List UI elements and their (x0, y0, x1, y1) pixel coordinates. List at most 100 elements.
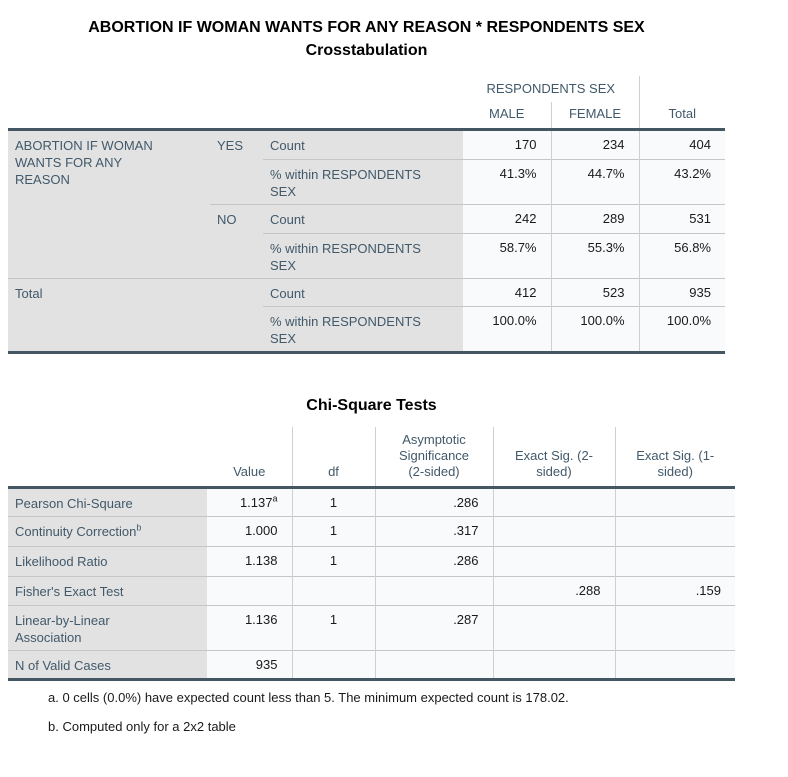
table-row: NO Count 242 289 531 (8, 203, 725, 278)
cell-n-valid-value: 935 (207, 650, 292, 681)
footnote-b: b. Computed only for a 2x2 table (48, 719, 236, 734)
cell-fisher-df (291, 576, 375, 606)
cell-linear-exact2 (492, 605, 615, 651)
cell-yes-pct-total: 43.2% (638, 158, 725, 204)
cell-continuity-df: 1 (291, 516, 375, 547)
stat-label-pct: % within RESPONDENTS SEX (263, 232, 463, 278)
chi-square-title: Chi-Square Tests (306, 396, 437, 414)
cell-total-count-female: 523 (550, 277, 639, 306)
footnote-marker-a: a (272, 493, 278, 504)
cell-continuity-asymp: .317 (374, 516, 493, 547)
row-total-label: Total (8, 277, 263, 354)
cell-total-count-total: 935 (638, 277, 725, 306)
table-row: ABORTION IF WOMAN WANTS FOR ANY REASON Y… (8, 127, 725, 278)
footnotes: a. 0 cells (0.0%) have expected count le… (48, 690, 788, 735)
cell-total-pct-male: 100.0% (463, 305, 551, 354)
table-row: Likelihood Ratio 1.138 1 .286 (8, 546, 735, 577)
test-label-pearson: Pearson Chi-Square (8, 486, 207, 517)
stat-label-pct: % within RESPONDENTS SEX (263, 158, 463, 204)
cell-no-count-female: 289 (550, 203, 639, 233)
cell-pearson-exact1 (614, 486, 735, 517)
cell-total-count-male: 412 (463, 277, 551, 306)
header-spacer (8, 427, 207, 488)
column-header-df: df (291, 426, 375, 488)
test-label-linear: Linear-by-Linear Association (8, 605, 207, 651)
footnote-a: a. 0 cells (0.0%) have expected count le… (48, 690, 569, 705)
cell-n-valid-exact1 (614, 650, 735, 681)
cell-no-count-male: 242 (463, 203, 551, 233)
cell-n-valid-df (291, 650, 375, 681)
table-row: N of Valid Cases 935 (8, 650, 735, 681)
header-spacer (8, 102, 463, 129)
crosstab-title-block: ABORTION IF WOMAN WANTS FOR ANY REASON *… (8, 16, 725, 62)
cell-n-valid-exact2 (492, 650, 615, 681)
column-header-exact-sig-2: Exact Sig. (2-sided) (492, 426, 615, 488)
crosstab-title: ABORTION IF WOMAN WANTS FOR ANY REASON *… (88, 19, 645, 36)
column-header-asymp-sig: Asymptotic Significance (2-sided) (374, 426, 493, 488)
cell-no-pct-female: 55.3% (550, 232, 639, 278)
chi-square-table: Value df Asymptotic Significance (2-side… (8, 426, 735, 681)
stat-label-pct: % within RESPONDENTS SEX (263, 305, 463, 354)
cell-likelihood-df: 1 (291, 546, 375, 577)
test-label-fisher: Fisher's Exact Test (8, 576, 207, 606)
cell-total-pct-total: 100.0% (638, 305, 725, 354)
cell-no-count-total: 531 (638, 203, 725, 233)
column-header-value: Value (207, 426, 292, 488)
column-group-header: RESPONDENTS SEX (463, 76, 639, 102)
cell-n-valid-asymp (374, 650, 493, 681)
header-spacer (8, 76, 463, 102)
cell-fisher-exact2: .288 (492, 576, 615, 606)
column-header-exact-sig-1: Exact Sig. (1-sided) (614, 426, 735, 488)
test-label-continuity: Continuity Correctionb (8, 516, 207, 547)
category-label-no: NO (210, 203, 263, 278)
column-header-total: Total (638, 76, 725, 129)
stat-label-count: Count (263, 127, 463, 159)
cell-no-pct-male: 58.7% (463, 232, 551, 278)
cell-yes-count-total: 404 (638, 127, 725, 159)
test-label-likelihood: Likelihood Ratio (8, 546, 207, 577)
cell-linear-df: 1 (291, 605, 375, 651)
cell-likelihood-exact2 (492, 546, 615, 577)
cell-total-pct-female: 100.0% (550, 305, 639, 354)
cell-yes-pct-female: 44.7% (550, 158, 639, 204)
category-label-yes: YES (210, 127, 263, 204)
cell-linear-exact1 (614, 605, 735, 651)
cell-pearson-exact2 (492, 486, 615, 517)
cell-pearson-value: 1.137a (207, 486, 292, 517)
table-row: Total Count 412 523 935 (8, 277, 725, 354)
cell-fisher-exact1: .159 (614, 576, 735, 606)
crosstab-subtitle: Crosstabulation (305, 42, 428, 59)
table-row: % within RESPONDENTS SEX 58.7% 55.3% 56.… (8, 232, 725, 278)
cell-yes-count-male: 170 (463, 127, 551, 159)
stat-label-count: Count (263, 277, 463, 306)
cell-no-pct-total: 56.8% (638, 232, 725, 278)
spss-output: { "crosstab": { "title": "ABORTION IF WO… (0, 16, 788, 777)
chi-square-title-block: Chi-Square Tests (8, 394, 735, 417)
cell-likelihood-asymp: .286 (374, 546, 493, 577)
cell-fisher-value (207, 576, 292, 606)
cell-yes-pct-male: 41.3% (463, 158, 551, 204)
cell-yes-count-female: 234 (550, 127, 639, 159)
cell-fisher-asymp (374, 576, 493, 606)
test-label-n-valid: N of Valid Cases (8, 650, 207, 681)
cell-linear-value: 1.136 (207, 605, 292, 651)
row-variable-label: ABORTION IF WOMAN WANTS FOR ANY REASON (8, 127, 210, 278)
column-header-female: FEMALE (550, 102, 639, 129)
cell-pearson-df: 1 (291, 486, 375, 517)
cell-pearson-asymp: .286 (374, 486, 493, 517)
table-row: Pearson Chi-Square 1.137a 1 .286 (8, 486, 735, 517)
table-row: Linear-by-Linear Association 1.136 1 .28… (8, 605, 735, 651)
cell-continuity-exact2 (492, 516, 615, 547)
cell-likelihood-exact1 (614, 546, 735, 577)
cell-linear-asymp: .287 (374, 605, 493, 651)
footnote-marker-b: b (136, 522, 142, 533)
cell-likelihood-value: 1.138 (207, 546, 292, 577)
crosstab-table: RESPONDENTS SEX Total MALE FEMALE ABORTI… (8, 76, 725, 354)
table-row: % within RESPONDENTS SEX 41.3% 44.7% 43.… (8, 158, 725, 204)
table-row: Continuity Correctionb 1.000 1 .317 (8, 516, 735, 547)
stat-label-count: Count (263, 203, 463, 233)
column-header-male: MALE (463, 102, 551, 129)
table-row: Fisher's Exact Test .288 .159 (8, 576, 735, 606)
cell-continuity-exact1 (614, 516, 735, 547)
table-row: % within RESPONDENTS SEX 100.0% 100.0% 1… (8, 305, 725, 354)
